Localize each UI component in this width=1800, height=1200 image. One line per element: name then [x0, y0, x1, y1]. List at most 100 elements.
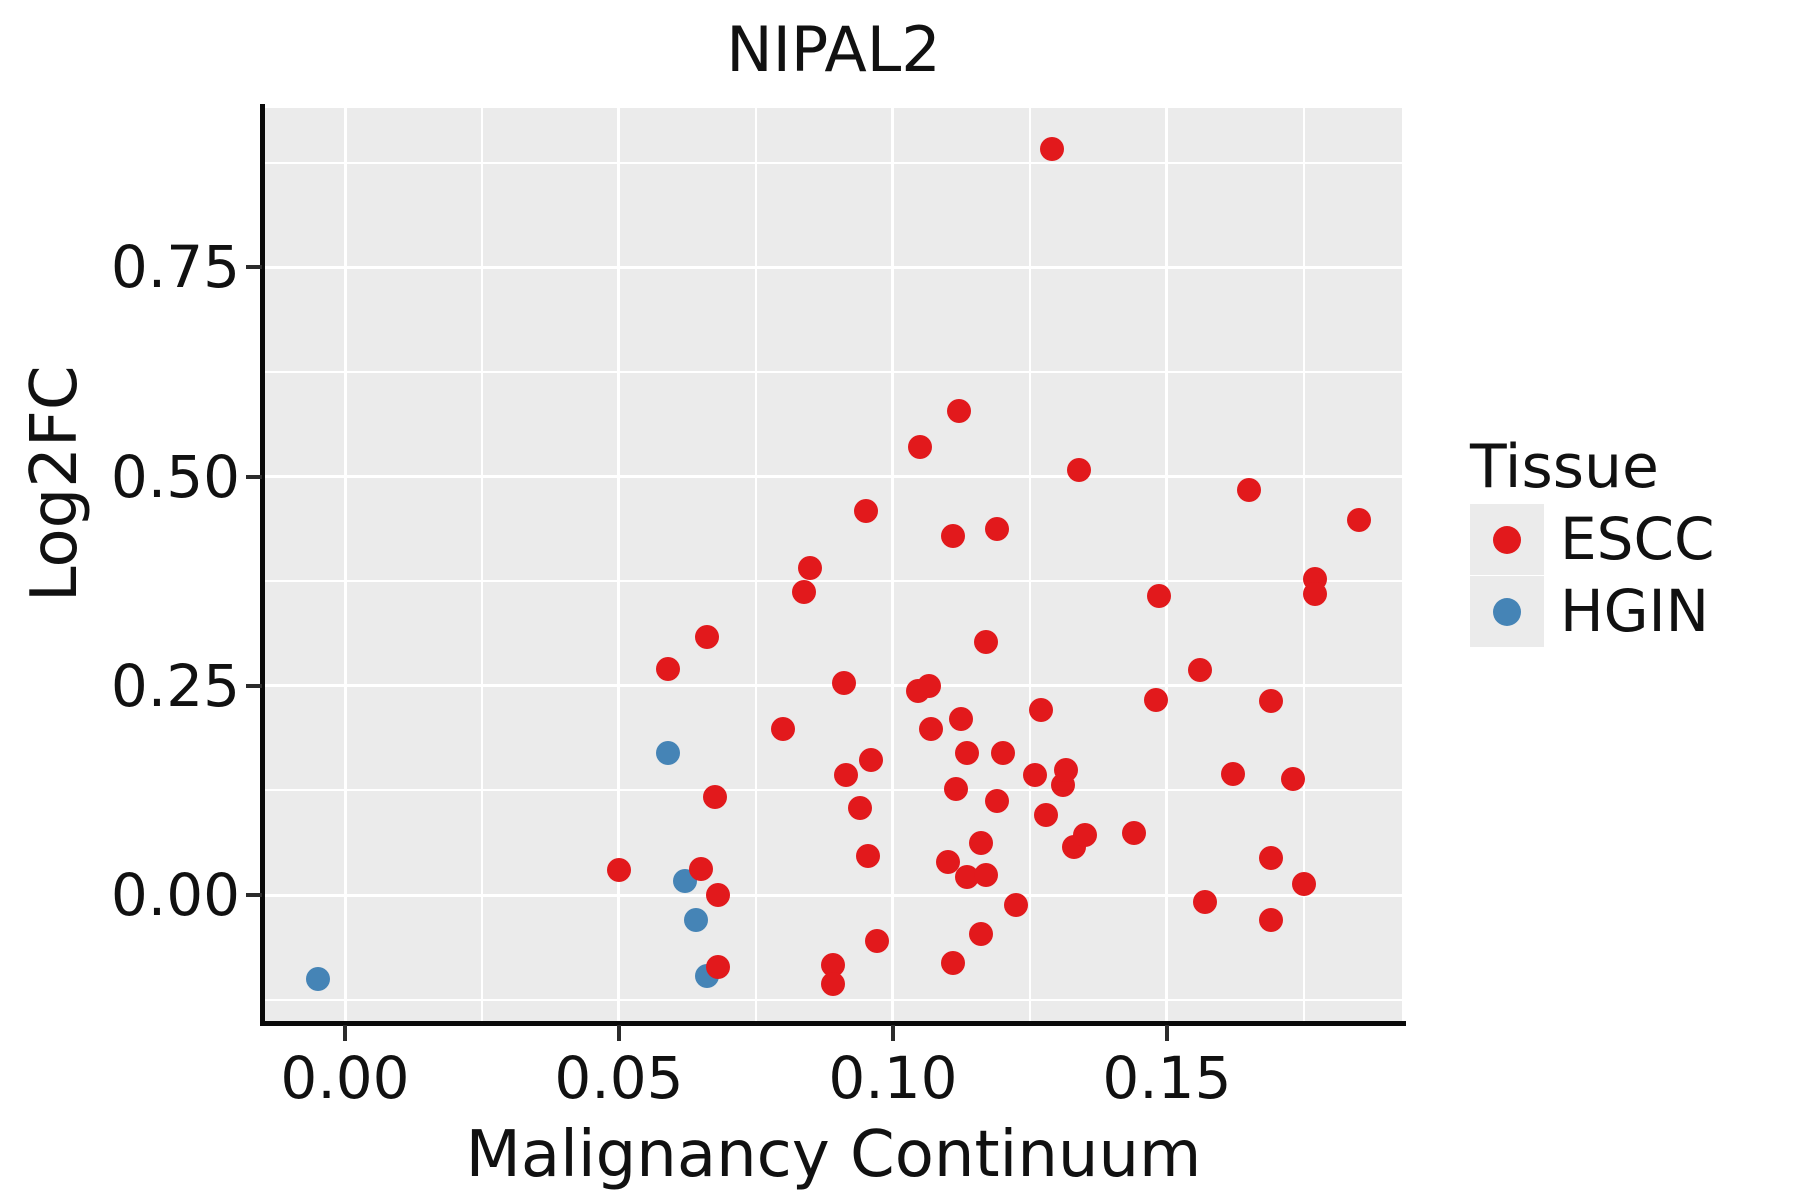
- data-point-escc: [853, 498, 878, 523]
- minor-gridline-y: [265, 580, 1402, 583]
- plot-panel: [265, 108, 1402, 1021]
- minor-gridline-y: [265, 998, 1402, 1001]
- data-point-escc: [848, 795, 873, 820]
- plot-title: NIPAL2: [726, 13, 941, 86]
- data-point-escc: [1280, 766, 1305, 791]
- x-axis-tick: [1164, 1025, 1169, 1041]
- major-gridline-y: [265, 265, 1402, 269]
- data-point-escc: [702, 785, 727, 810]
- x-tick-label: 0.15: [1102, 1044, 1232, 1112]
- legend: Tissue ESCC HGIN: [1460, 430, 1790, 648]
- x-axis-tick: [343, 1025, 347, 1041]
- legend-title: Tissue: [1470, 432, 1659, 502]
- data-point-escc: [1067, 457, 1092, 482]
- data-point-escc: [1143, 688, 1168, 712]
- data-point-escc: [1122, 821, 1147, 846]
- data-point-escc: [949, 707, 974, 732]
- data-point-escc: [1259, 908, 1284, 933]
- data-point-escc: [771, 717, 796, 742]
- x-axis-title: Malignancy Continuum: [465, 1118, 1202, 1192]
- data-point-escc: [974, 862, 999, 887]
- major-gridline-x: [343, 108, 347, 1021]
- data-point-escc: [1259, 846, 1284, 871]
- data-point-hgin: [683, 908, 708, 933]
- x-tick-label: 0.00: [280, 1044, 410, 1112]
- hgin-dot-icon: [1493, 597, 1521, 626]
- data-point-escc: [919, 717, 944, 742]
- data-point-escc: [656, 657, 681, 682]
- minor-gridline-x: [1302, 108, 1305, 1021]
- data-point-escc: [834, 763, 859, 788]
- data-point-escc: [908, 435, 933, 460]
- y-tick-label: 0.50: [110, 442, 240, 511]
- y-tick-label: 0.00: [110, 861, 240, 930]
- data-point-escc: [1237, 477, 1262, 502]
- y-axis-tick: [246, 265, 262, 270]
- data-point-escc: [820, 971, 845, 996]
- x-axis-tick: [890, 1025, 895, 1041]
- data-point-escc: [856, 843, 881, 868]
- x-axis-line: [260, 1021, 1406, 1026]
- data-point-escc: [831, 671, 856, 696]
- major-gridline-x: [617, 108, 621, 1021]
- data-point-escc: [968, 831, 993, 856]
- data-point-escc: [990, 740, 1015, 765]
- data-point-escc: [954, 740, 979, 765]
- data-point-escc: [1039, 137, 1064, 162]
- minor-gridline-y: [265, 789, 1402, 792]
- data-point-escc: [694, 625, 719, 650]
- minor-gridline-y: [265, 370, 1402, 373]
- y-axis-tick: [246, 893, 262, 898]
- data-point-escc: [985, 789, 1010, 814]
- major-gridline-x: [891, 108, 895, 1021]
- minor-gridline-y: [265, 161, 1402, 164]
- data-point-escc: [941, 950, 966, 975]
- data-point-escc: [1072, 822, 1097, 847]
- data-point-escc: [916, 673, 941, 698]
- data-point-escc: [946, 399, 971, 424]
- data-point-escc: [985, 517, 1010, 542]
- y-axis-line: [260, 104, 265, 1025]
- escc-dot-icon: [1493, 525, 1521, 554]
- data-point-escc: [968, 921, 993, 946]
- minor-gridline-x: [480, 108, 483, 1021]
- data-point-escc: [1034, 802, 1059, 827]
- data-point-escc: [1053, 758, 1078, 783]
- data-point-escc: [864, 929, 889, 954]
- y-axis-title: Log2FC: [18, 364, 92, 602]
- data-point-escc: [1146, 584, 1171, 609]
- legend-item-hgin: HGIN: [1460, 576, 1790, 648]
- legend-key-escc: [1470, 504, 1544, 575]
- minor-gridline-x: [754, 108, 757, 1021]
- y-tick-label: 0.75: [110, 233, 240, 302]
- x-axis-tick: [616, 1025, 621, 1041]
- data-point-escc: [791, 580, 816, 605]
- data-point-escc: [1028, 698, 1053, 723]
- data-point-escc: [943, 776, 968, 801]
- data-point-escc: [1193, 889, 1218, 914]
- data-point-escc: [974, 630, 999, 655]
- data-point-escc: [705, 955, 730, 979]
- data-point-escc: [1291, 872, 1316, 897]
- y-tick-label: 0.25: [110, 651, 240, 720]
- data-point-escc: [797, 555, 822, 580]
- data-point-escc: [941, 523, 966, 548]
- x-tick-label: 0.05: [554, 1044, 684, 1112]
- data-point-escc: [1346, 508, 1371, 533]
- y-axis-tick: [246, 683, 262, 688]
- legend-label-hgin: HGIN: [1560, 577, 1710, 645]
- data-point-escc: [689, 857, 714, 882]
- data-point-escc: [1259, 688, 1284, 713]
- data-point-escc: [1187, 657, 1212, 682]
- legend-key-hgin: [1470, 576, 1544, 647]
- data-point-escc: [859, 748, 884, 773]
- major-gridline-y: [265, 893, 1402, 897]
- minor-gridline-x: [1028, 108, 1031, 1021]
- data-point-hgin: [656, 740, 681, 765]
- data-point-escc: [606, 857, 631, 882]
- data-point-escc: [705, 883, 730, 908]
- legend-label-escc: ESCC: [1560, 505, 1715, 573]
- major-gridline-y: [265, 475, 1402, 479]
- data-point-escc: [1302, 581, 1327, 606]
